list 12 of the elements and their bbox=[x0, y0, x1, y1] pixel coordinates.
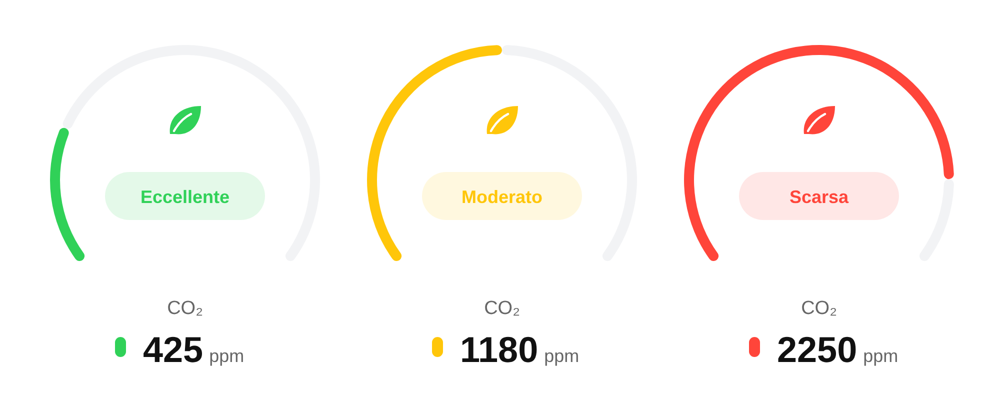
text: ppm bbox=[209, 346, 244, 366]
text: CO₂ bbox=[801, 298, 837, 319]
text: ppm bbox=[863, 346, 898, 366]
text: CO₂ bbox=[167, 298, 203, 319]
text: 425 bbox=[143, 329, 204, 370]
text: 1180 bbox=[460, 329, 538, 370]
text: 2250 bbox=[777, 329, 858, 370]
text: Scarsa bbox=[789, 187, 850, 207]
text: Eccellente bbox=[140, 187, 230, 207]
text: ppm bbox=[544, 346, 580, 366]
text: CO₂ bbox=[484, 298, 520, 319]
text: Moderato bbox=[462, 187, 543, 207]
